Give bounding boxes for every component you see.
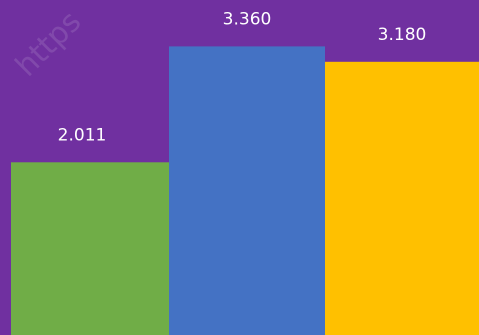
data-label-2: 3.360	[223, 9, 272, 29]
data-label-1: 2.011	[58, 125, 107, 145]
bar-3	[325, 61, 479, 335]
bar-2	[169, 46, 325, 335]
bar-1	[11, 162, 169, 335]
data-label-3: 3.180	[378, 25, 427, 45]
data-labels-group: 2.011 3.360 3.180	[58, 9, 427, 145]
bars-group	[11, 46, 479, 335]
